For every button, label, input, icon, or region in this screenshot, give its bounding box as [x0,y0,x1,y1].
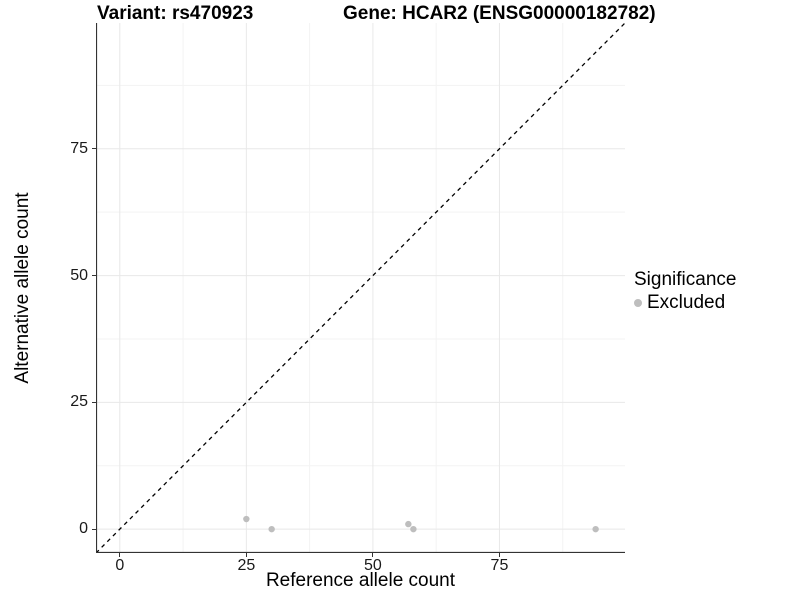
x-axis-title: Reference allele count [265,570,456,591]
y-tick-mark [92,401,96,403]
x-tick-mark [119,553,121,557]
data-point [268,525,275,533]
legend-point-icon [634,298,642,307]
y-tick-mark [92,528,96,530]
legend-title: Significance [634,269,737,290]
x-tick-mark [498,553,500,557]
data-point [243,515,250,523]
y-tick-label: 75 [70,139,88,157]
x-tick-mark [372,553,374,557]
plot-panel [96,23,625,553]
y-tick-mark [92,148,96,150]
x-tick-label: 25 [237,557,256,574]
identity-dashed-line [96,23,625,553]
x-tick-label: 75 [490,557,509,574]
x-tick-label: 0 [115,557,125,574]
legend: Significance Excluded [634,269,794,313]
data-point [405,520,412,528]
y-tick-label: 0 [79,520,88,538]
legend-item-excluded: Excluded [634,292,794,313]
legend-item-label: Excluded [647,292,726,313]
y-tick-label: 25 [70,393,88,411]
plot-title-gene: Gene: HCAR2 (ENSG00000182782) [343,3,656,24]
plot-canvas [96,23,625,553]
plot-title-variant: Variant: rs470923 [97,3,254,24]
x-tick-label: 50 [363,557,382,574]
data-point [592,525,599,533]
x-tick-mark [245,553,247,557]
y-tick-label: 50 [70,266,88,284]
y-axis-title: Alternative allele count [12,192,33,384]
data-point [410,525,417,533]
y-tick-mark [92,275,96,277]
